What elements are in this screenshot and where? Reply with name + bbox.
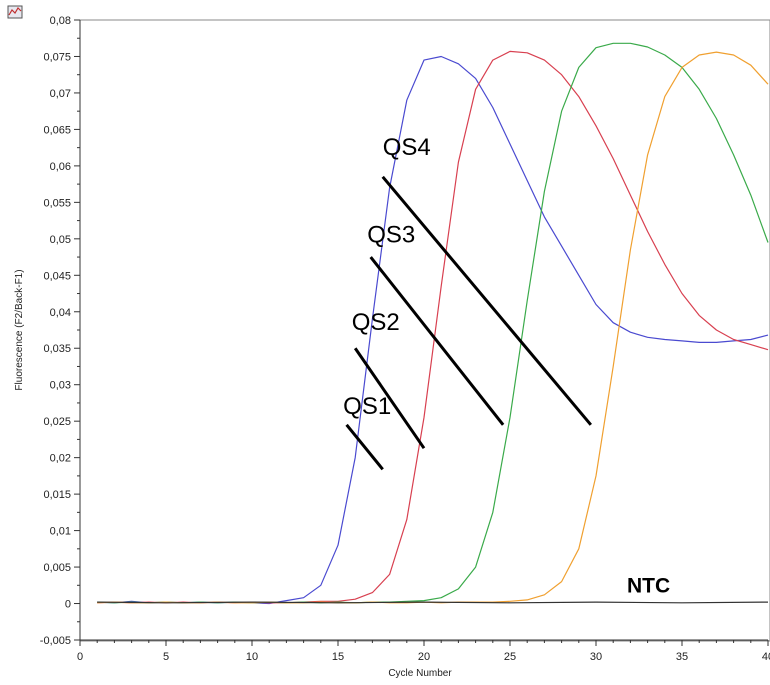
y-tick-label: 0,075 [43,51,71,63]
x-tick-label: 15 [332,651,344,663]
annotation-pointer-qs4 [381,175,592,426]
y-tick-label: 0,055 [43,197,71,209]
x-tick-label: 20 [418,651,430,663]
y-tick-label: 0,08 [50,15,71,27]
x-tick-label: 0 [77,651,83,663]
y-tick-label: 0,07 [50,88,71,100]
y-tick-label: 0,04 [50,307,71,319]
y-tick-label: 0 [65,599,71,611]
chart-window-icon[interactable] [7,5,23,19]
x-tick-label: 35 [676,651,688,663]
y-tick-label: 0,065 [43,124,71,136]
annotation-label-qs4: QS4 [383,134,431,161]
annotation-pointer-qs1 [345,423,384,471]
x-tick-label: 10 [246,651,258,663]
y-tick-label: 0,015 [43,489,71,501]
x-tick-label: 25 [504,651,516,663]
y-tick-label: 0,03 [50,380,71,392]
annotation-label-qs3: QS3 [367,221,415,248]
y-tick-label: 0,02 [50,453,71,465]
plot-area [79,19,770,642]
x-tick-label: 40 [762,651,770,663]
y-tick-label: 0,025 [43,416,71,428]
x-tick-label: 30 [590,651,602,663]
annotation-pointer-qs2 [353,347,426,450]
annotation-label-ntc: NTC [627,575,670,598]
x-axis-label: Cycle Number [388,668,452,679]
y-axis-label: Fluorescence (F2/Back-F1) [14,269,25,390]
y-tick-label: -0,005 [40,635,71,647]
x-tick-label: 5 [163,651,169,663]
annotation-label-qs2: QS2 [352,309,400,336]
series-line-ntc [97,601,769,604]
y-tick-label: 0,035 [43,343,71,355]
annotation-pointer-qs3 [369,256,505,426]
y-tick-label: 0,005 [43,562,71,574]
y-tick-label: 0,05 [50,234,71,246]
y-tick-label: 0,045 [43,270,71,282]
y-tick-label: 0,06 [50,161,71,173]
annotation-label-qs1: QS1 [343,393,391,420]
y-tick-label: 0,01 [50,526,71,538]
